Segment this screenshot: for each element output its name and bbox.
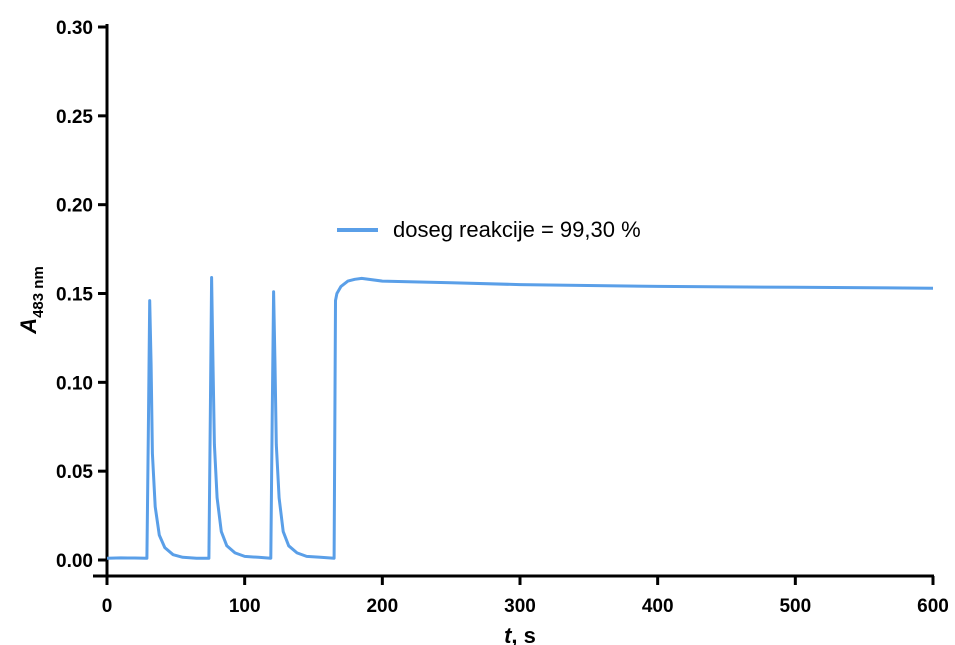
legend-label: doseg reakcije = 99,30 % [393,217,641,242]
axes [93,24,934,578]
y-tick-label: 0.10 [56,373,93,394]
x-tick-label: 600 [917,596,949,617]
y-tick-label: 0.30 [56,18,93,39]
x-tick-label: 100 [229,596,261,617]
y-axis-ticks: 0.00 0.05 0.10 0.15 0.20 0.25 0.30 [56,18,107,572]
y-axis-title: A483 nm [16,266,47,335]
x-axis-unit: , s [511,623,535,645]
x-tick-label: 200 [366,596,398,617]
x-tick-label: 500 [779,596,811,617]
x-axis-symbol: t [504,623,513,645]
x-axis-title: t, s [504,623,536,645]
y-tick-label: 0.05 [56,462,93,483]
y-tick-label: 0.15 [56,285,93,306]
legend: doseg reakcije = 99,30 % [337,217,641,242]
x-axis-ticks: 0 100 200 300 400 500 600 [102,576,949,617]
x-tick-label: 0 [102,596,113,617]
y-axis-symbol: A [16,318,41,335]
x-tick-label: 400 [642,596,674,617]
series-line-absorbance [106,276,934,560]
y-tick-label: 0.20 [56,196,93,217]
y-axis-subscript: 483 nm [30,266,47,318]
y-tick-label: 0.00 [56,551,93,572]
x-tick-label: 300 [504,596,536,617]
y-tick-label: 0.25 [56,107,93,128]
